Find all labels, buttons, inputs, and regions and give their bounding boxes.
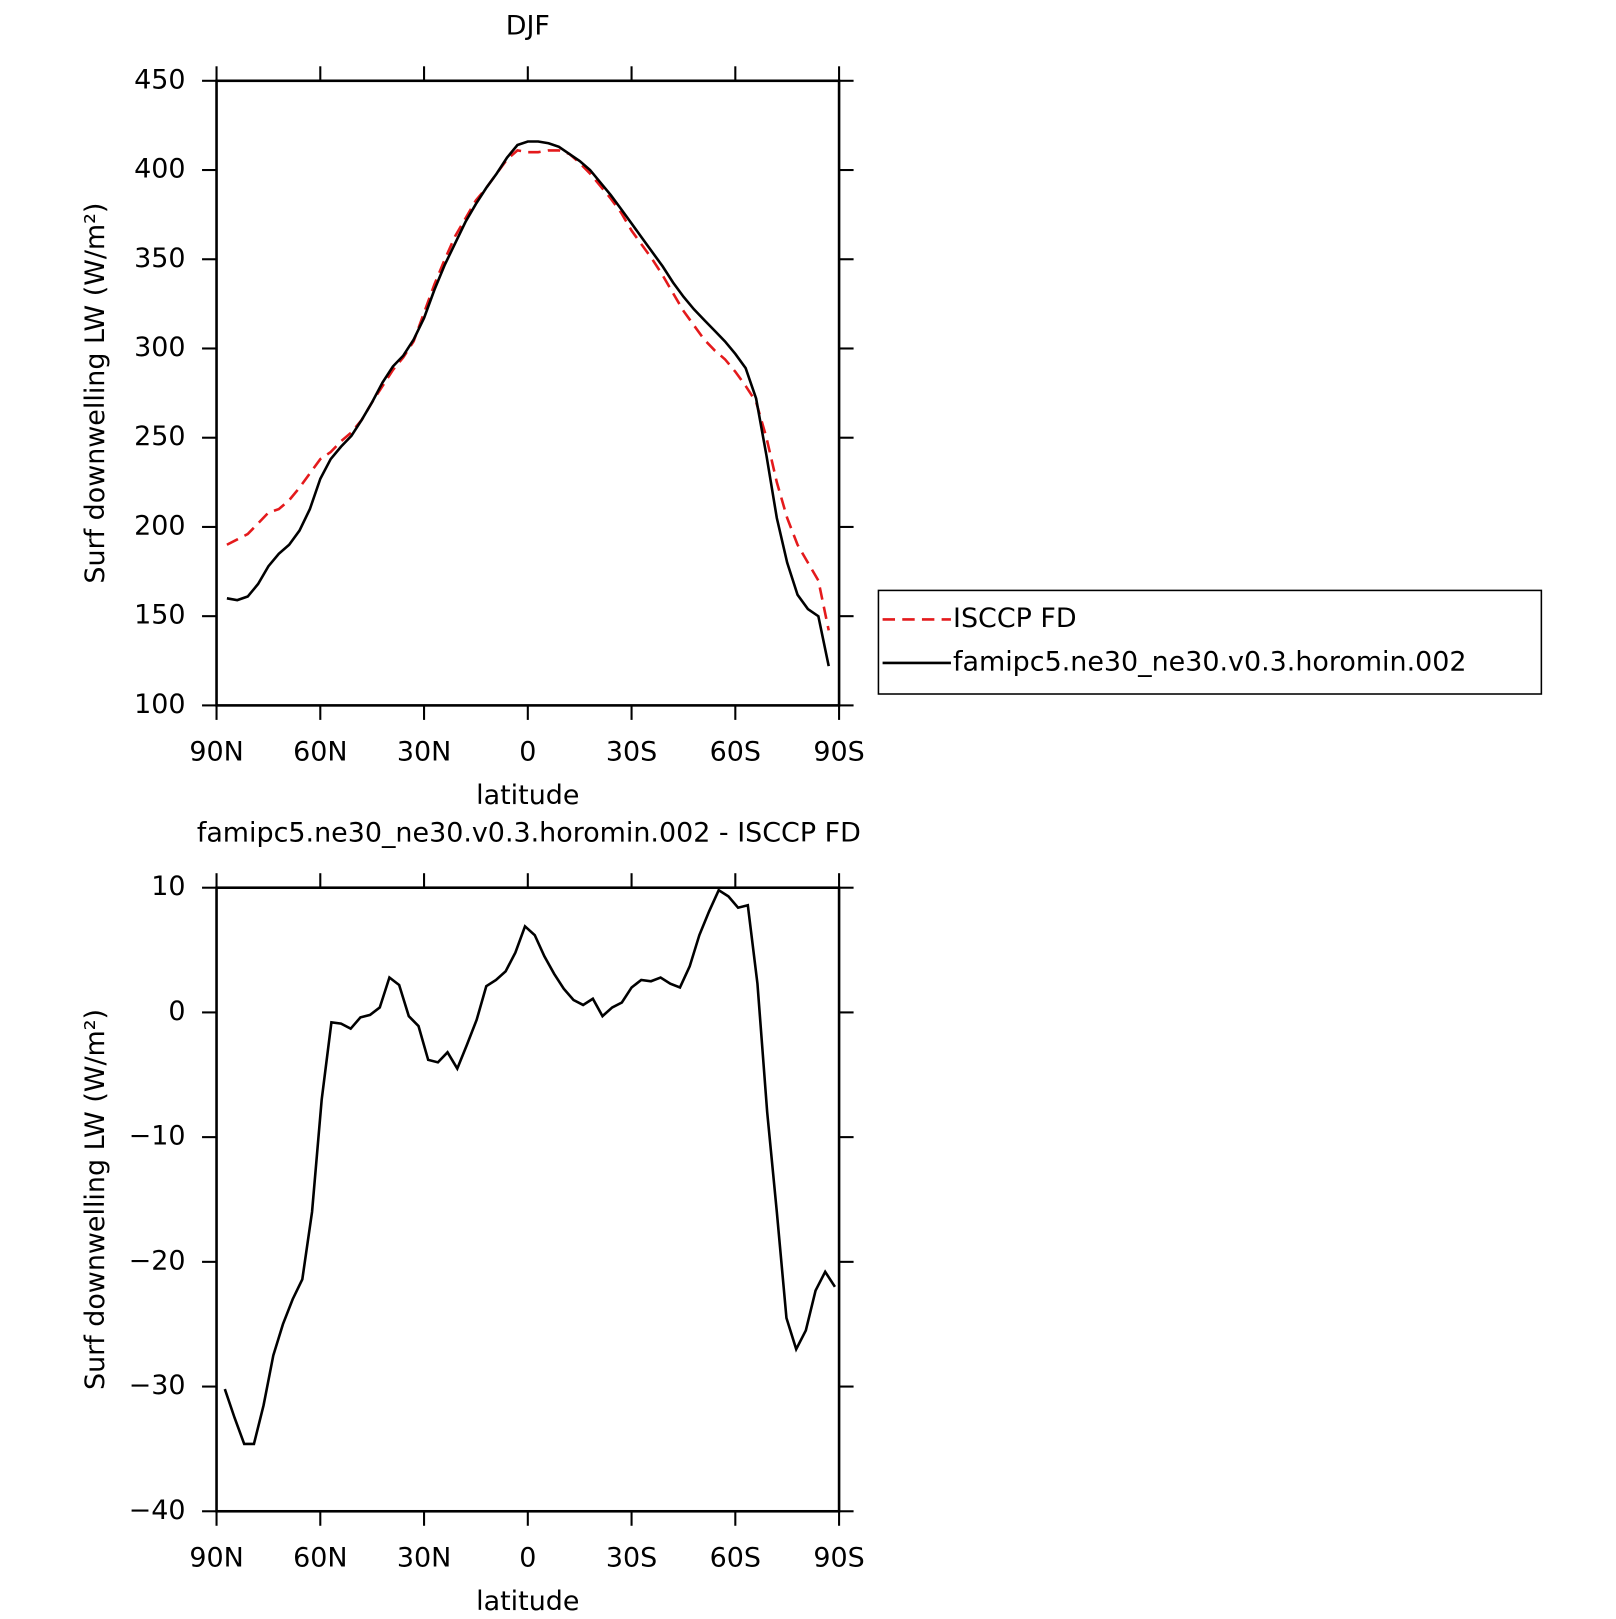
x-tick-label: 90N [189,737,243,768]
x-tick-label: 60N [293,737,347,768]
chart-title: DJF [506,10,550,41]
x-tick-label: 30N [397,1542,451,1573]
x-tick-label: 60N [293,1542,347,1573]
legend-label: famipc5.ne30_ne30.v0.3.horomin.002 [953,646,1467,677]
x-tick-label: 90N [189,1542,243,1573]
series-line [223,888,837,1446]
y-tick-label: 350 [134,243,185,274]
y-tick-label: 300 [134,332,185,363]
y-tick-label: 0 [168,996,185,1027]
y-tick-label: −40 [129,1495,186,1526]
y-axis-label: Surf downwelling LW (W/m²) [80,203,111,584]
x-tick-label: 60S [710,737,761,768]
x-tick-label: 30S [606,1542,657,1573]
x-tick-label: 60S [710,1542,761,1573]
x-tick-label: 30S [606,737,657,768]
y-tick-label: 100 [134,689,185,720]
legend-box [877,589,1543,695]
y-tick-label: 400 [134,154,185,185]
y-tick-label: 10 [151,871,185,902]
y-tick-label: −30 [129,1370,186,1401]
x-tick-label: 90S [813,737,864,768]
x-axis-label: latitude [476,780,579,811]
chart-title: famipc5.ne30_ne30.v0.3.horomin.002 - ISC… [197,817,861,848]
y-tick-label: −20 [129,1245,186,1276]
y-tick-label: 450 [134,64,185,95]
x-tick-label: 0 [519,1542,536,1573]
y-tick-label: 200 [134,510,185,541]
series-line [226,149,830,631]
y-tick-label: −10 [129,1121,186,1152]
y-tick-label: 250 [134,421,185,452]
y-axis-label: Surf downwelling LW (W/m²) [80,1009,111,1390]
x-tick-label: 90S [813,1542,864,1573]
y-tick-label: 150 [134,600,185,631]
legend-label: ISCCP FD [953,603,1077,634]
plot-frame [215,886,841,1513]
x-axis-label: latitude [476,1586,579,1617]
plot-frame [215,79,841,707]
series-line [226,140,830,667]
x-tick-label: 0 [519,737,536,768]
x-tick-label: 30N [397,737,451,768]
